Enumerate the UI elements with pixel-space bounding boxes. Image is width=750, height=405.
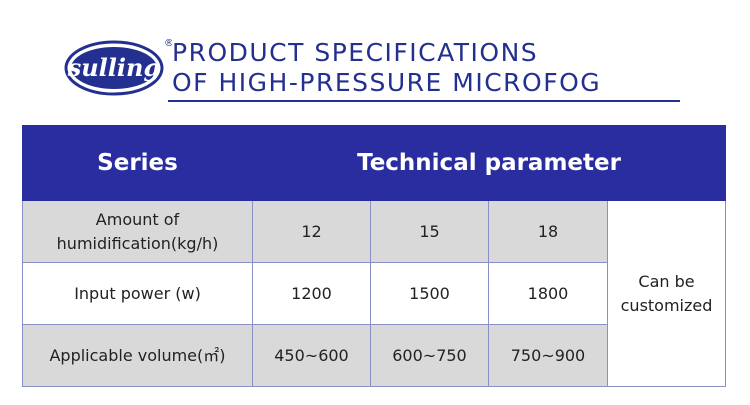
title-line: PRODUCT SPECIFICATIONS (172, 38, 539, 67)
cell: 600~750 (370, 324, 489, 387)
row: Input power (w) 1200 1500 1800 (22, 262, 726, 325)
title: PRODUCT SPECIFICATIONS OF HIGH-PRESSURE … (172, 38, 601, 98)
title-line: OF HIGH-PRESSURE MICROFOG (172, 68, 602, 97)
row-label: Input power (w) (22, 262, 253, 325)
cell: 450~600 (252, 324, 371, 387)
cell: 1200 (252, 262, 371, 325)
row: Amount of humidification(kg/h) 12 15 18 … (22, 200, 727, 387)
logo: sulling ® (64, 38, 172, 96)
spec-table: Series Technical parameter Amount of hum… (22, 125, 727, 387)
logo-mark: ® (164, 38, 172, 49)
header-cell: Series (22, 125, 253, 201)
cell: 750~900 (488, 324, 608, 387)
logo-text: sulling (67, 53, 161, 82)
title-rule (168, 100, 680, 102)
note-cell: Can be customized (606, 200, 727, 387)
logo-fill (71, 47, 157, 89)
cell: 18 (488, 200, 608, 263)
row-label: Applicable volume(㎡) (22, 324, 253, 387)
row-label: Amount of humidification(kg/h) (22, 200, 253, 263)
cell: 12 (252, 200, 371, 263)
header-row: Series Technical parameter (22, 125, 727, 201)
cell: 1500 (370, 262, 489, 325)
header-cell: Technical parameter (251, 125, 727, 201)
cell: 1800 (488, 262, 608, 325)
cell: 15 (370, 200, 489, 263)
row: Applicable volume(㎡) 450~600 600~750 750… (22, 324, 726, 387)
